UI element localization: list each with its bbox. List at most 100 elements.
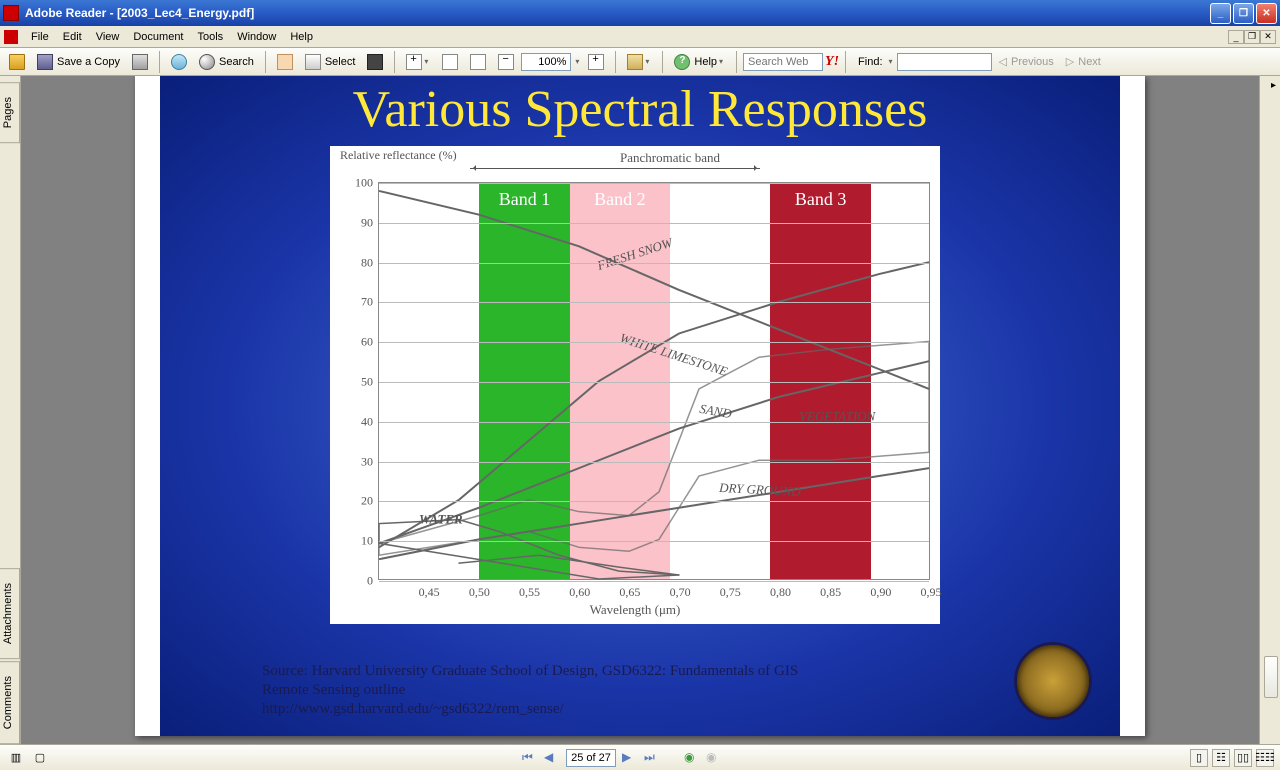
ibeam-icon (305, 54, 321, 70)
spectral-chart: Relative reflectance (%) Panchromatic ba… (330, 146, 940, 624)
fit-width-button[interactable] (465, 51, 491, 73)
menu-bar: File Edit View Document Tools Window Hel… (0, 26, 1280, 48)
document-viewport[interactable]: Various Spectral Responses Relative refl… (21, 76, 1259, 744)
layout-continuous-button[interactable]: ▥ (6, 748, 26, 768)
mdi-restore-button[interactable]: ❐ (1244, 30, 1260, 44)
single-page-view-button[interactable]: ▯ (1190, 749, 1208, 767)
camera-icon (367, 54, 383, 70)
disk-icon (37, 54, 53, 70)
next-page-button[interactable]: ▶ (622, 750, 638, 766)
menu-view[interactable]: View (89, 29, 127, 45)
fit-height-button[interactable] (437, 51, 463, 73)
svg-text:WATER: WATER (419, 512, 463, 527)
printer-icon (132, 54, 148, 70)
last-page-button[interactable]: ⏭ (644, 750, 660, 766)
web-search-input[interactable] (743, 53, 823, 71)
callout-icon[interactable] (1264, 656, 1278, 698)
back-button[interactable]: ◉ (684, 750, 700, 766)
window-titlebar: Adobe Reader - [2003_Lec4_Energy.pdf] _ … (0, 0, 1280, 26)
svg-text:SAND: SAND (698, 401, 733, 421)
status-bar: ▥ ▢ ⏮ ◀ ▶ ⏭ ◉ ◉ ▯ ☷ ▯▯ ☷☷ (0, 744, 1280, 770)
source-line: http://www.gsd.harvard.edu/~gsd6322/rem_… (262, 700, 798, 719)
continuous-facing-view-button[interactable]: ☷☷ (1256, 749, 1274, 767)
panchromatic-label: Panchromatic band (620, 150, 720, 166)
zoom-in-button[interactable]: ▾ (401, 51, 435, 73)
svg-text:FRESH SNOW: FRESH SNOW (594, 234, 675, 273)
mail-icon (171, 54, 187, 70)
plus-icon (588, 54, 604, 70)
chart-svg: FRESH SNOWWHITE LIMESTONESANDDRY GROUNDV… (379, 183, 929, 579)
source-line: Remote Sensing outline (262, 681, 798, 700)
menu-window[interactable]: Window (230, 29, 283, 45)
open-button[interactable] (4, 51, 30, 73)
hand-tool-button[interactable] (272, 51, 298, 73)
plot-area: Band 1Band 2Band 3FRESH SNOWWHITE LIMEST… (378, 182, 930, 580)
panchromatic-arrow (470, 168, 760, 169)
university-seal-icon (1014, 642, 1092, 720)
find-next-button[interactable]: ▷Next (1061, 51, 1106, 73)
first-page-button[interactable]: ⏮ (522, 750, 538, 766)
continuous-view-button[interactable]: ☷ (1212, 749, 1230, 767)
zoom-level-input[interactable] (521, 53, 571, 71)
select-tool-button[interactable]: Select (300, 51, 361, 73)
y-axis-label: Relative reflectance (%) (340, 148, 457, 163)
zoom-in2-button[interactable] (583, 51, 609, 73)
expand-icon[interactable]: ▸ (1271, 80, 1276, 91)
window-controls: _ ❐ ✕ (1210, 3, 1277, 24)
layout-single-button[interactable]: ▢ (30, 748, 50, 768)
zoom-in-icon (406, 54, 422, 70)
facing-view-button[interactable]: ▯▯ (1234, 749, 1252, 767)
save-copy-button[interactable]: Save a Copy (32, 51, 125, 73)
close-button[interactable]: ✕ (1256, 3, 1277, 24)
find-label: Find: (858, 56, 882, 68)
binoculars-icon (199, 54, 215, 70)
zoom-out-button[interactable] (493, 51, 519, 73)
svg-text:DRY GROUND: DRY GROUND (718, 480, 802, 499)
menu-file[interactable]: File (24, 29, 56, 45)
app-icon (3, 5, 19, 21)
maximize-button[interactable]: ❐ (1233, 3, 1254, 24)
folder-open-icon (9, 54, 25, 70)
pages-tab[interactable]: Pages (0, 82, 20, 143)
next-arrow-icon: ▷ (1066, 55, 1074, 68)
print-button[interactable] (127, 51, 153, 73)
page-number-input[interactable] (566, 749, 616, 767)
menu-help[interactable]: Help (283, 29, 320, 45)
prev-page-button[interactable]: ◀ (544, 750, 560, 766)
organizer-icon (627, 54, 643, 70)
forward-button[interactable]: ◉ (706, 750, 722, 766)
slide-title: Various Spectral Responses (160, 76, 1120, 139)
side-tabs: Pages Attachments Comments (0, 76, 21, 744)
hand-icon (277, 54, 293, 70)
menu-tools[interactable]: Tools (191, 29, 231, 45)
email-button[interactable] (166, 51, 192, 73)
attachments-tab[interactable]: Attachments (0, 568, 20, 659)
mdi-close-button[interactable]: ✕ (1260, 30, 1276, 44)
fit-height-icon (442, 54, 458, 70)
snapshot-button[interactable] (362, 51, 388, 73)
help-button[interactable]: Help▾ (669, 51, 730, 73)
x-axis-label: Wavelength (μm) (590, 602, 681, 618)
fit-width-icon (470, 54, 486, 70)
menu-document[interactable]: Document (126, 29, 190, 45)
content-area: Pages Attachments Comments Various Spect… (0, 76, 1280, 744)
yahoo-icon[interactable]: Y! (825, 54, 839, 70)
main-toolbar: Save a Copy Search Select ▾ ▾ ▾ Help▾ Y!… (0, 48, 1280, 76)
mdi-minimize-button[interactable]: _ (1228, 30, 1244, 44)
minimize-button[interactable]: _ (1210, 3, 1231, 24)
search-button[interactable]: Search (194, 51, 259, 73)
window-title: Adobe Reader - [2003_Lec4_Energy.pdf] (25, 6, 1210, 20)
source-citation: Source: Harvard University Graduate Scho… (262, 662, 798, 718)
prev-arrow-icon: ◁ (999, 55, 1007, 68)
comments-tab[interactable]: Comments (0, 661, 20, 744)
right-gutter: ▸ (1259, 76, 1280, 744)
menu-edit[interactable]: Edit (56, 29, 89, 45)
pdf-page: Various Spectral Responses Relative refl… (135, 76, 1145, 736)
zoom-out-icon (498, 54, 514, 70)
find-previous-button[interactable]: ◁Previous (994, 51, 1059, 73)
help-icon (674, 54, 690, 70)
find-input[interactable] (897, 53, 992, 71)
slide: Various Spectral Responses Relative refl… (160, 76, 1120, 736)
organizer-button[interactable]: ▾ (622, 51, 656, 73)
document-icon (4, 30, 18, 44)
